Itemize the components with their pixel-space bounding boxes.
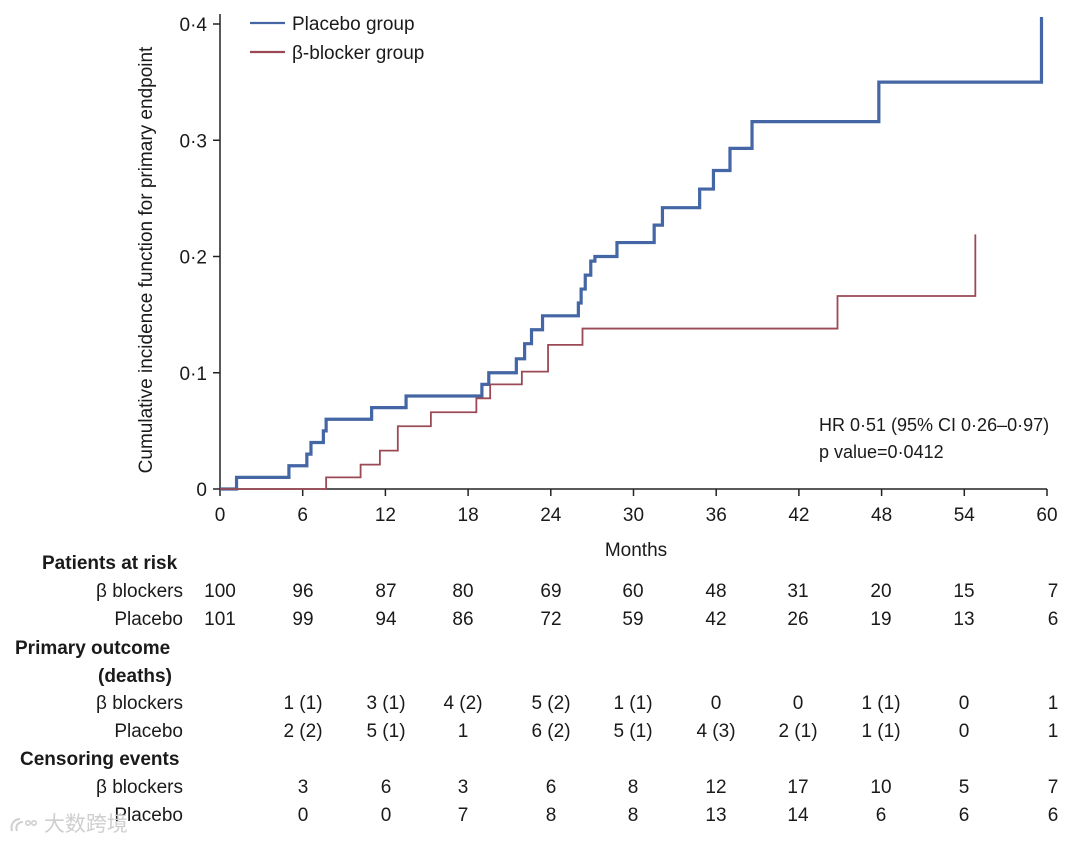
x-tick-label: 0 <box>215 505 226 526</box>
deaths-placebo-cell: 6 (2) <box>531 721 571 742</box>
watermark: 大数跨境 <box>8 808 128 838</box>
at-risk-placebo-cell: 72 <box>540 609 562 630</box>
censoring-placebo-cell: 6 <box>958 805 970 826</box>
x-axis-title: Months <box>605 540 667 560</box>
y-tick-label: 0 <box>196 480 207 501</box>
censoring-beta-cell: 3 <box>457 777 469 798</box>
at-risk-beta-cell: 48 <box>705 581 727 602</box>
watermark-logo-icon <box>10 818 37 832</box>
censoring-beta-cell: 3 <box>297 777 309 798</box>
at-risk-beta-cell: 100 <box>204 581 236 602</box>
deaths-placebo-cell: 2 (2) <box>283 721 323 742</box>
deaths-beta-cell: 0 <box>792 693 804 714</box>
censoring-placebo-cell: 6 <box>1047 805 1059 826</box>
censoring-placebo-cell: 14 <box>787 805 809 826</box>
at-risk-beta-cell: 69 <box>540 581 562 602</box>
deaths-placebo-cell: 2 (1) <box>778 721 818 742</box>
x-tick-label: 30 <box>623 505 644 526</box>
censoring-placebo-cell: 7 <box>457 805 469 826</box>
deaths-beta-cell: 4 (2) <box>443 693 483 714</box>
x-tick-label: 42 <box>788 505 809 526</box>
x-tick-label: 36 <box>706 505 727 526</box>
x-tick-label: 6 <box>297 505 308 526</box>
deaths-placebo-cell: 5 (1) <box>613 721 653 742</box>
at-risk-beta-cell: 87 <box>375 581 397 602</box>
at-risk-beta-cell: 96 <box>292 581 314 602</box>
censoring-placebo-cell: 8 <box>545 805 557 826</box>
at-risk-beta-cell: 60 <box>622 581 644 602</box>
y-tick-label: 0·1 <box>180 364 207 385</box>
censoring-placebo-cell: 13 <box>705 805 727 826</box>
deaths-beta-cell: 0 <box>958 693 970 714</box>
legend-label-placebo: Placebo group <box>292 14 415 35</box>
x-tick-label: 24 <box>540 505 562 526</box>
p-value-annotation: p value=0·0412 <box>819 442 944 462</box>
at-risk-beta-cell: 15 <box>953 581 975 602</box>
deaths-placebo-cell: 1 <box>457 721 469 742</box>
censoring-beta-cell: 5 <box>958 777 970 798</box>
legend-label-beta-blocker: β-blocker group <box>292 43 424 64</box>
watermark-text: 大数跨境 <box>43 813 128 836</box>
row-label-beta-censoring: β blockers <box>96 777 183 798</box>
x-tick-label: 18 <box>458 505 479 526</box>
censoring-beta-cell: 6 <box>545 777 557 798</box>
y-tick-label: 0·3 <box>180 131 207 152</box>
at-risk-beta-cell: 80 <box>452 581 474 602</box>
deaths-placebo-cell: 5 (1) <box>366 721 406 742</box>
at-risk-placebo-cell: 94 <box>375 609 397 630</box>
deaths-placebo-cell: 4 (3) <box>696 721 736 742</box>
row-label-placebo-deaths: Placebo <box>114 721 183 742</box>
censoring-events-heading: Censoring events <box>20 749 180 770</box>
hazard-ratio-annotation: HR 0·51 (95% CI 0·26–0·97) <box>819 415 1049 435</box>
at-risk-beta-cell: 7 <box>1047 581 1059 602</box>
x-tick-label: 12 <box>375 505 396 526</box>
deaths-beta-cell: 1 <box>1047 693 1059 714</box>
deaths-beta-cell: 3 (1) <box>366 693 406 714</box>
censoring-beta-cell: 8 <box>627 777 639 798</box>
legend: Placebo group β-blocker group <box>250 14 424 64</box>
series-line-beta-blocker <box>220 234 977 490</box>
at-risk-placebo-cell: 86 <box>452 609 474 630</box>
at-risk-placebo-cell: 26 <box>787 609 809 630</box>
cumulative-incidence-chart: Cumulative incidence function for primar… <box>136 14 1058 560</box>
at-risk-beta-cell: 31 <box>787 581 809 602</box>
x-tick-label: 60 <box>1036 505 1057 526</box>
at-risk-placebo-cell: 6 <box>1047 609 1059 630</box>
censoring-beta-cell: 12 <box>705 777 727 798</box>
row-label-placebo-at-risk: Placebo <box>114 609 183 630</box>
x-tick-label: 48 <box>871 505 892 526</box>
censoring-placebo-cell: 0 <box>380 805 392 826</box>
deaths-beta-cell: 1 (1) <box>861 693 901 714</box>
deaths-beta-cell: 5 (2) <box>531 693 571 714</box>
at-risk-placebo-cell: 59 <box>622 609 644 630</box>
y-tick-label: 0·4 <box>180 15 208 36</box>
primary-outcome-subheading: (deaths) <box>98 666 172 687</box>
at-risk-placebo-cell: 99 <box>292 609 314 630</box>
row-label-beta-deaths: β blockers <box>96 693 183 714</box>
at-risk-placebo-cell: 101 <box>204 609 236 630</box>
y-axis-title: Cumulative incidence function for primar… <box>136 46 157 473</box>
censoring-beta-cell: 6 <box>380 777 392 798</box>
at-risk-placebo-cell: 42 <box>705 609 727 630</box>
censoring-placebo-cell: 0 <box>297 805 309 826</box>
y-tick-label: 0·2 <box>180 248 207 269</box>
censoring-beta-cell: 17 <box>787 777 809 798</box>
censoring-beta-cell: 10 <box>870 777 892 798</box>
series-line-placebo <box>220 17 1044 491</box>
x-tick-label: 54 <box>954 505 976 526</box>
deaths-placebo-cell: 1 (1) <box>861 721 901 742</box>
at-risk-beta-cell: 20 <box>870 581 892 602</box>
primary-outcome-heading: Primary outcome <box>15 638 171 659</box>
deaths-beta-cell: 1 (1) <box>283 693 323 714</box>
at-risk-placebo-cell: 13 <box>953 609 975 630</box>
deaths-placebo-cell: 1 <box>1047 721 1059 742</box>
censoring-placebo-cell: 6 <box>875 805 887 826</box>
deaths-beta-cell: 1 (1) <box>613 693 653 714</box>
censoring-beta-cell: 7 <box>1047 777 1059 798</box>
censoring-placebo-cell: 8 <box>627 805 639 826</box>
at-risk-placebo-cell: 19 <box>870 609 892 630</box>
row-label-beta-at-risk: β blockers <box>96 581 183 602</box>
deaths-placebo-cell: 0 <box>958 721 970 742</box>
deaths-beta-cell: 0 <box>710 693 722 714</box>
